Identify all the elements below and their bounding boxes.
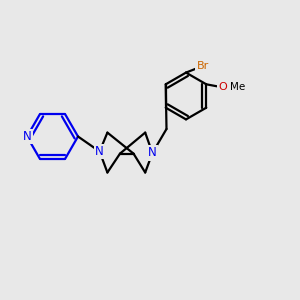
Text: N: N <box>148 146 157 160</box>
Text: N: N <box>95 145 104 158</box>
Text: O: O <box>218 82 227 92</box>
Text: N: N <box>22 130 32 143</box>
Text: Br: Br <box>196 61 208 71</box>
Text: Me: Me <box>230 82 245 92</box>
